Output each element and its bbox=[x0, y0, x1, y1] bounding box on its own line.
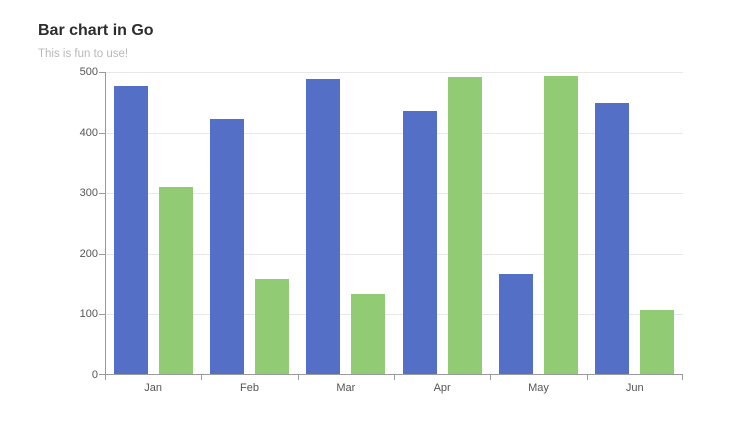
bar-apr-blue bbox=[402, 110, 437, 375]
x-axis-tick-0 bbox=[105, 375, 106, 380]
x-axis-line bbox=[105, 374, 683, 375]
bar-mar-blue bbox=[306, 79, 341, 375]
bar-jun-blue bbox=[595, 102, 630, 375]
x-axis-label-feb: Feb bbox=[240, 382, 259, 394]
bar-group-may bbox=[490, 72, 586, 375]
y-axis-tick-300 bbox=[99, 193, 105, 195]
x-axis-label-jan: Jan bbox=[144, 382, 163, 394]
bar-may-blue bbox=[498, 273, 533, 375]
x-axis-label-mar: Mar bbox=[336, 382, 356, 394]
gridline-300 bbox=[105, 193, 683, 195]
bar-apr-green bbox=[447, 76, 482, 375]
bar-groups bbox=[105, 72, 683, 375]
gridline-200 bbox=[105, 253, 683, 255]
y-axis-tick-0 bbox=[99, 374, 105, 375]
y-axis-label-300: 300 bbox=[79, 187, 98, 200]
x-axis-tick-6 bbox=[682, 375, 683, 380]
bar-group-apr bbox=[394, 72, 490, 375]
bar-chart-plot-area: Jan Feb Mar Apr May Jun 0 100 200 300 400 500 bbox=[80, 66, 683, 394]
chart-title: Bar chart in Go bbox=[38, 22, 154, 39]
bar-jan-green bbox=[158, 186, 193, 375]
x-axis-label-apr: Apr bbox=[433, 382, 451, 394]
bar-may-green bbox=[543, 76, 578, 375]
x-axis-tick-5 bbox=[586, 375, 588, 380]
x-axis-tick-1 bbox=[201, 375, 203, 380]
y-axis-tick-100 bbox=[99, 314, 105, 316]
y-axis-tick-500 bbox=[99, 72, 105, 73]
y-axis-tick-400 bbox=[99, 132, 105, 134]
gridline-100 bbox=[105, 314, 683, 316]
y-axis-tick-200 bbox=[99, 253, 105, 255]
bar-mar-green bbox=[351, 294, 386, 375]
bar-group-jan bbox=[105, 72, 201, 375]
y-axis-label-0: 0 bbox=[91, 369, 98, 381]
bar-group-jun bbox=[587, 72, 683, 375]
x-axis-tick-4 bbox=[490, 375, 492, 380]
y-axis-line bbox=[105, 72, 106, 375]
bar-feb-blue bbox=[209, 119, 244, 375]
gridline-400 bbox=[105, 132, 683, 134]
bar-feb-green bbox=[254, 279, 289, 375]
x-axis-labels: Jan Feb Mar Apr May Jun bbox=[105, 382, 683, 394]
gridline-500 bbox=[105, 72, 683, 73]
y-axis-label-200: 200 bbox=[79, 247, 98, 260]
bar-jun-green bbox=[640, 309, 675, 375]
chart-subtitle: This is fun to use! bbox=[38, 48, 129, 60]
bar-group-feb bbox=[201, 72, 297, 375]
y-axis-label-400: 400 bbox=[79, 126, 98, 139]
bar-jan-blue bbox=[113, 85, 148, 375]
y-axis-label-100: 100 bbox=[79, 308, 98, 321]
x-axis-tick-2 bbox=[297, 375, 299, 380]
x-axis-label-jun: Jun bbox=[625, 382, 644, 394]
y-axis-label-500: 500 bbox=[79, 66, 98, 78]
x-axis-tick-3 bbox=[394, 375, 395, 380]
bar-group-mar bbox=[298, 72, 394, 375]
x-axis-label-may: May bbox=[528, 382, 549, 394]
